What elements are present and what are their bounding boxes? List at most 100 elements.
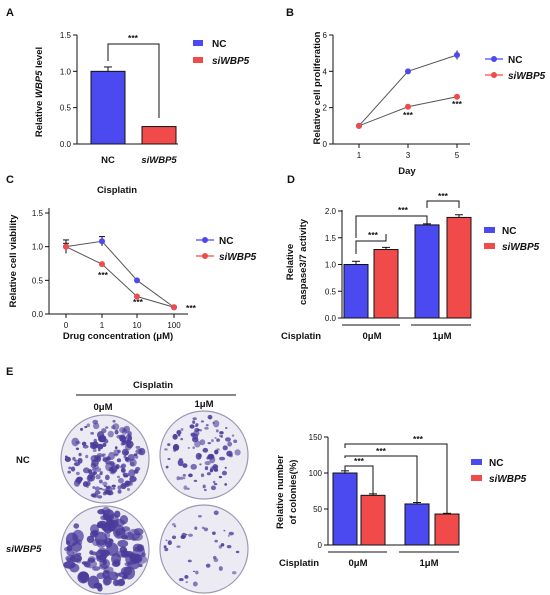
colony: [64, 455, 68, 458]
panel-d-legend-si: siWBP5: [502, 242, 540, 253]
panel-e-label: E: [6, 366, 13, 378]
panel-e: E Cisplatin 0μM 1μM NC siWBP5: [6, 366, 249, 595]
panel-c-point-nc: [99, 238, 105, 245]
colony: [64, 546, 70, 552]
panel-e-legend-si: siWBP5: [489, 474, 527, 485]
panel-e-sig-2: ***: [376, 446, 387, 456]
colony: [205, 424, 209, 427]
colony: [185, 581, 188, 584]
colony: [73, 462, 80, 467]
colony: [104, 474, 110, 481]
colony: [71, 437, 80, 447]
colony: [173, 525, 177, 528]
colony: [188, 533, 193, 537]
colony: [192, 570, 196, 573]
colony: [206, 472, 211, 476]
panel-c-title: Cisplatin: [97, 185, 137, 196]
panel-a: A 0.0 0.5 1.0 1.5 Relative WBP5 level NC si…: [6, 7, 250, 166]
panel-a-bar: [90, 70, 126, 145]
panel-a-xtick-si: siWBP5: [141, 155, 177, 166]
panel-b: B 0 2 4 6 1 3 5 Relative cell proliferation D…: [286, 7, 546, 177]
panel-d-bar-nc: [414, 224, 440, 319]
colony: [229, 453, 233, 458]
colony: [94, 490, 101, 495]
colony: [120, 534, 129, 540]
colony: [112, 419, 116, 423]
panel-d-ytick-label: 1.0: [325, 261, 337, 270]
colony: [209, 468, 214, 473]
colony: [96, 443, 104, 450]
colony: [123, 425, 131, 433]
panel-e-ytick-label: 0: [318, 541, 323, 550]
colony: [102, 570, 110, 579]
colony: [64, 456, 71, 462]
colony: [113, 559, 121, 567]
panel-d-bar-si: [373, 249, 399, 319]
colony: [78, 452, 82, 457]
colony: [198, 428, 203, 432]
panel-e-bar-nc: [404, 503, 430, 546]
panel-a-ytick-label: 1.5: [60, 31, 72, 40]
colony: [188, 473, 193, 478]
colony: [106, 542, 119, 556]
colony: [134, 555, 148, 565]
colony: [218, 456, 226, 461]
colony: [189, 424, 195, 429]
colony: [192, 446, 195, 450]
colony: [132, 558, 138, 565]
colony: [123, 455, 127, 459]
panel-c-point-si: [171, 304, 177, 311]
colony: [186, 487, 190, 490]
panel-e-row-label: Cisplatin: [279, 558, 319, 569]
dish-siwbp5-1um-plate: [159, 504, 249, 594]
panel-d-ytick-label: 2.0: [325, 207, 337, 216]
colony: [95, 474, 101, 480]
panel-d-sig-bracket-1: [355, 234, 387, 254]
colony: [173, 449, 176, 452]
colony: [204, 466, 209, 471]
colony: [119, 435, 127, 442]
colony: [116, 550, 128, 558]
colony: [96, 522, 105, 529]
colony: [124, 443, 132, 451]
colony: [227, 534, 230, 537]
panel-d-legend-nc: NC: [502, 226, 516, 237]
panel-a-legend-si-swatch: [193, 57, 203, 63]
colony: [117, 539, 129, 548]
panel-b-ytick-label: 0: [323, 140, 328, 149]
panel-d-label: D: [287, 174, 295, 186]
panel-c-xtick-label: 1: [100, 321, 105, 330]
colony: [205, 563, 211, 568]
panel-e-sig-bracket-3: [344, 443, 448, 514]
colony: [99, 472, 103, 476]
panel-b-label: B: [286, 7, 294, 19]
colony: [114, 579, 125, 587]
colony: [95, 549, 108, 561]
colony: [133, 528, 144, 536]
colony: [220, 543, 225, 547]
colony: [91, 538, 100, 547]
panel-e-y-label-1: Relative number: [275, 455, 286, 529]
colony: [210, 466, 214, 470]
colony: [218, 475, 223, 479]
colony: [85, 454, 89, 459]
colony: [72, 551, 78, 555]
colony: [76, 552, 82, 556]
colony: [77, 457, 83, 464]
panel-a-sig-bracket: [107, 43, 160, 118]
colony: [105, 460, 112, 465]
colony: [204, 426, 209, 430]
panel-e-header: Cisplatin: [133, 380, 173, 391]
colony: [167, 458, 171, 460]
colony: [214, 539, 218, 543]
panel-d-ytick-label: 0.5: [325, 287, 337, 296]
colony: [128, 469, 136, 478]
colony: [92, 422, 100, 430]
panel-d: D 0.0 0.5 1.0 1.5 2.0 Relative caspase3/7 ac…: [281, 174, 540, 342]
panel-b-legend-nc-marker: [491, 56, 497, 62]
panel-a-legend-si: siWBP5: [212, 56, 250, 67]
colony: [218, 545, 223, 549]
panel-c-sig-10: ***: [133, 297, 144, 307]
panel-e-legend-nc: NC: [489, 458, 503, 469]
colony: [117, 477, 124, 484]
